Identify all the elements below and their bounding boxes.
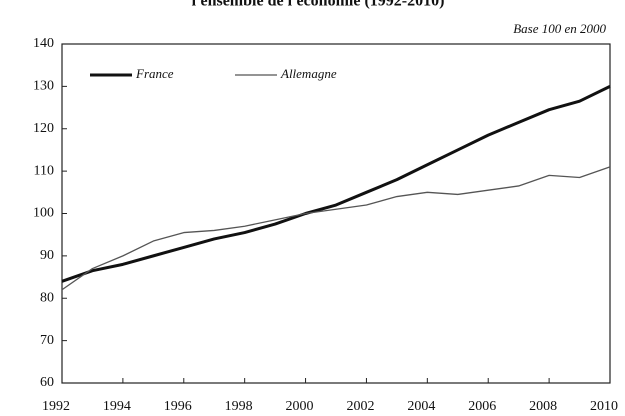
x-tick-label: 2000 [286,399,314,414]
x-tick-label: 1996 [164,399,192,414]
x-tick-label: 2002 [346,399,374,414]
y-tick-label: 130 [33,79,54,94]
legend-label: Allemagne [280,66,337,81]
y-tick-label: 70 [40,333,54,348]
y-tick-label: 90 [40,248,54,263]
annotation: Base 100 en 2000 [513,21,606,36]
legend-label: France [135,66,174,81]
x-tick-label: 1998 [225,399,253,414]
x-tick-label: 1994 [103,399,131,414]
x-tick-label: 1992 [42,399,70,414]
y-tick-label: 140 [33,36,54,51]
series-line [61,166,611,291]
x-tick-label: 2006 [468,399,496,414]
y-tick-label: 60 [40,375,54,390]
plot-frame [61,43,611,384]
x-tick-label: 2010 [590,399,618,414]
y-tick-label: 100 [33,206,54,221]
chart-title: l'ensemble de l'économie (1992-2010) [192,0,445,10]
x-tick-label: 2008 [529,399,557,414]
series-line [61,85,611,283]
y-tick-label: 110 [34,163,54,178]
x-tick-label: 2004 [407,399,435,414]
y-tick-label: 80 [40,290,54,305]
y-tick-label: 120 [33,121,54,136]
